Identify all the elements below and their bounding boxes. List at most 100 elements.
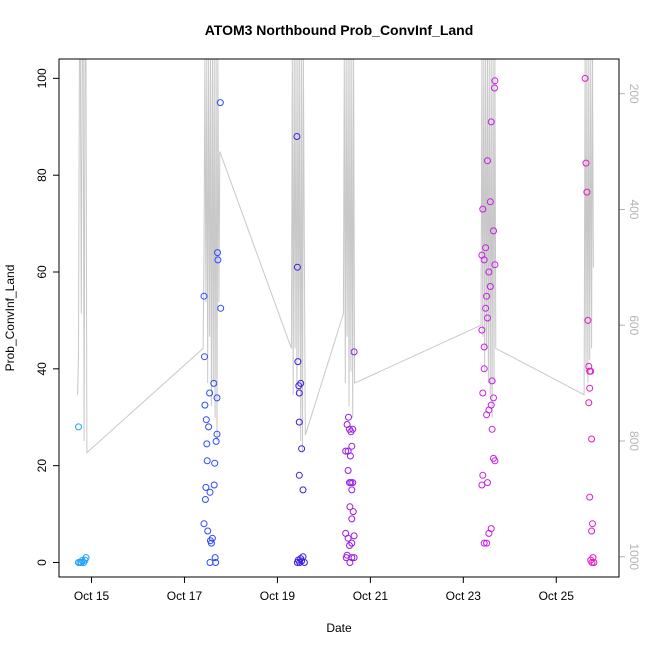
data-point [201,353,208,361]
data-point [82,554,90,562]
data-point [346,542,353,549]
data-point [586,493,594,501]
data-point [200,520,208,528]
data-point [210,481,218,489]
data-point [488,377,496,385]
data-point [346,452,354,460]
data-point [480,365,488,373]
data-point [588,527,596,535]
data-point [480,539,488,547]
data-point [479,471,487,479]
x-tick-label: Oct 17 [167,589,203,603]
data-point [204,527,212,535]
data-point [200,292,208,300]
data-point [293,263,301,271]
data-point [486,198,494,206]
data-point [582,159,590,167]
data-point [588,435,596,443]
y2-tick-label: 400 [627,199,641,219]
data-point [590,559,598,566]
data-point [210,379,218,387]
y-tick-label: 80 [35,168,49,182]
data-point [299,486,307,494]
data-point [480,256,488,264]
data-point [216,99,224,107]
data-point [201,496,209,503]
data-point [295,471,303,479]
axes-layer: Oct 15 Oct 17 Oct 19 Oct 21 Oct 23 Oct 25 0 20 4… [35,59,641,603]
data-point [491,457,499,465]
data-point [484,314,491,322]
data-point [214,256,222,264]
x-tick-label: Oct 25 [539,589,575,603]
data-point [482,244,490,252]
data-point [349,479,357,487]
data-point [482,304,490,312]
y2-tick-label: 1000 [627,543,641,570]
data-point [589,554,597,562]
data-point [206,488,214,496]
data-point [349,508,357,516]
y-axis-label: Prob_ConvInf_Land [3,265,17,372]
data-point [348,554,356,562]
data-point [213,394,221,402]
points-layer [75,74,598,566]
data-point [585,399,593,407]
data-point [480,343,488,351]
data-point [486,283,494,290]
data-point [346,503,354,511]
data-point [202,416,210,424]
data-point [487,401,495,409]
chart-title: ATOM3 Northbound Prob_ConvInf_Land [205,22,474,38]
data-point [485,268,493,276]
data-point [583,188,591,196]
data-point [202,483,210,491]
x-axis-label: Date [326,621,352,635]
data-point [214,249,221,257]
data-point [349,425,357,433]
data-point [490,227,497,235]
data-point [348,486,356,494]
line-layer [77,58,594,454]
data-point [212,437,220,445]
data-point [488,425,496,433]
data-point [348,515,356,523]
data-point [484,157,491,165]
data-point [350,348,358,356]
data-point [294,358,302,366]
data-point [491,84,498,92]
data-point [348,539,356,547]
y2-tick-label: 200 [627,84,641,104]
data-point [484,479,491,487]
data-point [211,459,219,467]
y2-tick-label: 600 [627,315,641,335]
data-point [296,559,304,566]
data-point [344,467,352,474]
data-point [206,389,214,397]
data-point [485,529,493,537]
data-point [348,442,356,450]
data-point [586,384,594,392]
data-point [297,379,305,387]
data-point [350,532,358,540]
x-tick-label: Oct 15 [74,589,110,603]
data-point [201,401,209,409]
data-point [587,367,595,375]
y-tick-label: 40 [35,362,49,376]
data-point [203,440,211,448]
data-point [487,118,495,126]
data-point [483,292,491,300]
data-point [584,316,592,324]
data-point [295,389,303,397]
data-point [298,445,306,453]
data-point [212,559,220,566]
data-point [479,389,487,397]
data-point [344,534,352,542]
data-point [217,304,225,312]
y-tick-label: 20 [35,459,49,473]
data-point [203,457,211,465]
data-point [211,554,219,562]
y-tick-label: 100 [35,68,49,88]
data-point [293,133,301,140]
